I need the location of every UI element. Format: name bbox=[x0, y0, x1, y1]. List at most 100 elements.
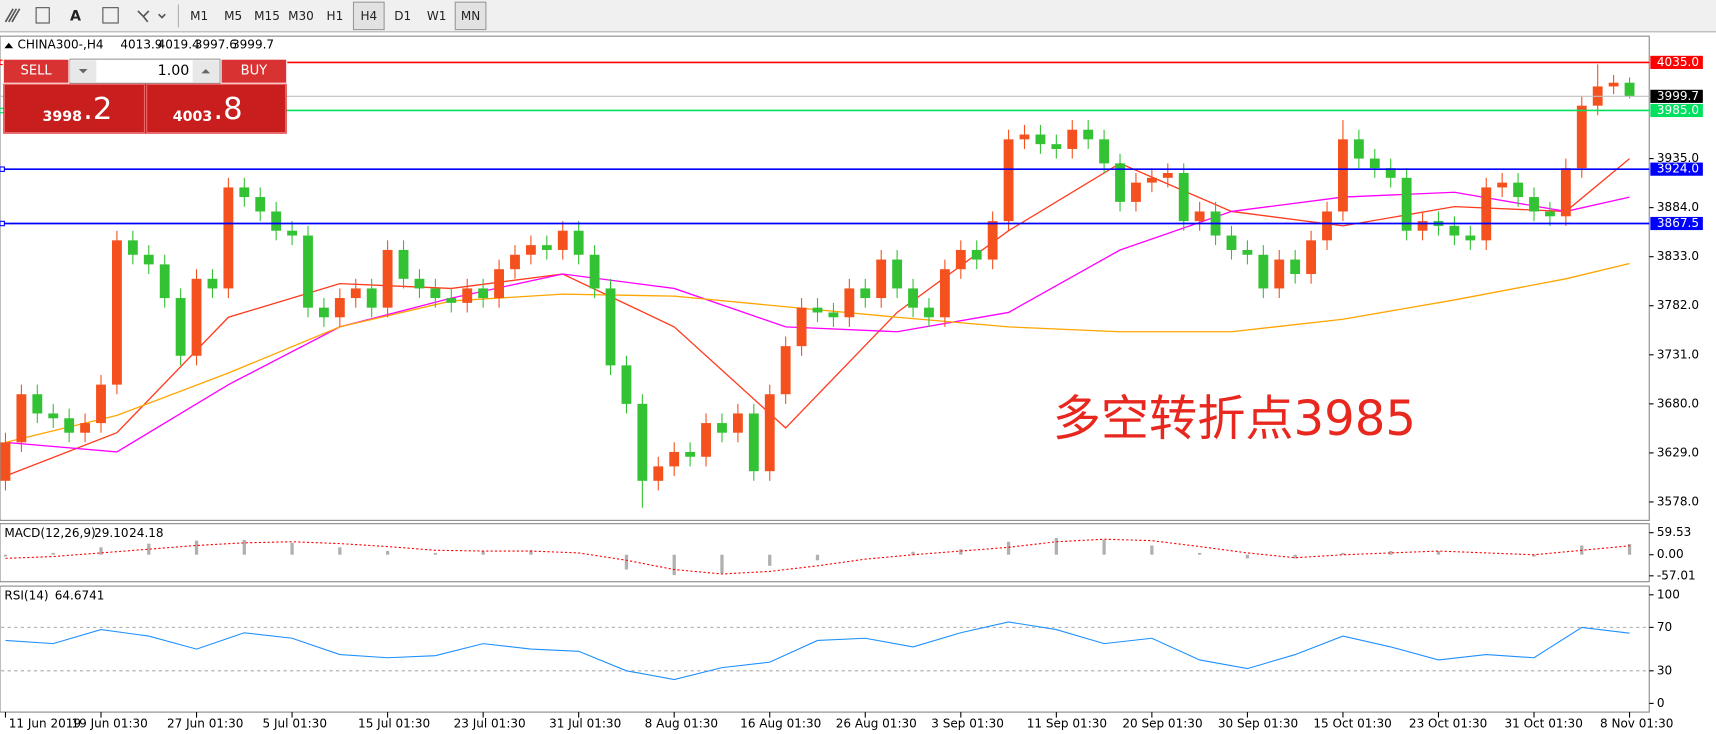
candle-body bbox=[1274, 259, 1285, 289]
candle-body bbox=[860, 288, 871, 299]
candle-body bbox=[478, 288, 489, 299]
timeframe-button[interactable]: H4 bbox=[360, 9, 377, 23]
x-tick-label: 23 Jul 01:30 bbox=[454, 717, 526, 731]
icon-text[interactable] bbox=[102, 7, 119, 24]
header-high: 4019.4 bbox=[158, 37, 200, 51]
candle-body bbox=[653, 466, 664, 481]
timeframe-button[interactable]: M15 bbox=[254, 9, 280, 23]
candle-body bbox=[414, 278, 425, 289]
timeframe-button[interactable]: H1 bbox=[327, 9, 344, 23]
x-tick-label: 16 Aug 01:30 bbox=[740, 717, 821, 731]
icon-arrows[interactable] bbox=[137, 10, 166, 23]
timeframe-button[interactable]: M30 bbox=[288, 9, 314, 23]
candle-body bbox=[892, 259, 903, 289]
candle-body bbox=[1529, 197, 1539, 212]
candle-body bbox=[303, 235, 313, 308]
timeframe-button[interactable]: MN bbox=[461, 9, 480, 23]
candle-body bbox=[1545, 211, 1555, 217]
candle-body bbox=[621, 365, 632, 404]
candle-body bbox=[32, 394, 43, 414]
x-tick-label: 15 Jul 01:30 bbox=[358, 717, 430, 731]
candle-body bbox=[669, 451, 680, 467]
candle-body bbox=[159, 264, 170, 299]
candle-body bbox=[589, 254, 600, 289]
current-price-tag bbox=[1650, 89, 1703, 103]
candle-body bbox=[48, 413, 59, 419]
level-handle bbox=[0, 166, 5, 172]
timeframe-button[interactable]: M5 bbox=[224, 9, 242, 23]
candle-body bbox=[732, 413, 743, 433]
candle-body bbox=[1338, 139, 1348, 212]
candle-body bbox=[748, 413, 759, 472]
candle-body bbox=[398, 249, 409, 279]
candle-body bbox=[1560, 168, 1571, 217]
level-tag bbox=[1650, 162, 1703, 176]
candle-body bbox=[318, 307, 329, 318]
timeframe-button[interactable]: M1 bbox=[190, 9, 208, 23]
x-tick-label: 23 Oct 01:30 bbox=[1409, 717, 1487, 731]
y-tick-label: 3884.0 bbox=[1657, 200, 1699, 214]
candle-body bbox=[1306, 240, 1317, 275]
x-tick-label: 31 Oct 01:30 bbox=[1504, 717, 1582, 731]
y-tick-label: 3578.0 bbox=[1657, 494, 1699, 508]
candle-body bbox=[1178, 173, 1189, 222]
current-price-label: 3999.7 bbox=[1657, 89, 1699, 103]
header-low: 3997.6 bbox=[195, 37, 237, 51]
candle-body bbox=[382, 249, 393, 308]
toolbar bbox=[0, 0, 1716, 32]
lot-up-arrow bbox=[201, 69, 211, 74]
y-tick-label: 3629.0 bbox=[1657, 445, 1699, 459]
x-tick-label: 11 Sep 01:30 bbox=[1027, 717, 1107, 731]
sell-price-box[interactable] bbox=[3, 83, 146, 134]
buy-button[interactable] bbox=[220, 58, 288, 84]
collapse-arrow[interactable] bbox=[4, 42, 14, 49]
macd-name: MACD(12,26,9) bbox=[4, 526, 95, 540]
macd-y-tick-label: -57.01 bbox=[1657, 568, 1696, 582]
candle-body bbox=[271, 211, 282, 231]
candle-body bbox=[80, 423, 91, 433]
macd-y-tick-label: 0.00 bbox=[1657, 547, 1684, 561]
level-handle bbox=[0, 220, 5, 227]
x-tick-label: 30 Sep 01:30 bbox=[1218, 717, 1298, 731]
candle-body bbox=[1194, 211, 1205, 222]
rsi-y-tick-label: 0 bbox=[1657, 696, 1665, 710]
x-tick-label: 5 Jul 01:30 bbox=[263, 717, 327, 731]
buy-price-box[interactable] bbox=[146, 83, 287, 134]
candle-body bbox=[1242, 249, 1253, 255]
y-tick-label: 3935.0 bbox=[1657, 151, 1699, 165]
candle-body bbox=[1449, 225, 1460, 236]
icon-fibo[interactable] bbox=[35, 7, 50, 24]
timeframe-button[interactable]: W1 bbox=[427, 9, 447, 23]
candle-body bbox=[525, 245, 536, 255]
candle-body bbox=[971, 249, 982, 260]
sell-button[interactable] bbox=[2, 58, 70, 84]
trade-panel: SELL BUY 1.00 3998 .2 4003 .8 bbox=[2, 58, 288, 134]
candle-body bbox=[939, 269, 950, 318]
x-tick-label: 19 Jun 01:30 bbox=[71, 717, 147, 731]
candle-body bbox=[239, 187, 250, 198]
candle-body bbox=[1608, 82, 1619, 87]
icon-lines[interactable] bbox=[4, 8, 21, 23]
annotation: 多空转折点3985 bbox=[1053, 391, 1416, 447]
timeframe-button[interactable]: D1 bbox=[394, 9, 411, 23]
timeframe-active bbox=[454, 1, 487, 31]
x-tick-label: 8 Nov 01:30 bbox=[1600, 717, 1673, 731]
macd-signal bbox=[5, 538, 1630, 575]
buy-price-main: 4003 bbox=[173, 109, 213, 125]
candle-body bbox=[1385, 168, 1396, 178]
level-label: 3985.0 bbox=[1657, 103, 1699, 117]
toolbar-icons: A bbox=[4, 4, 179, 28]
candle-body bbox=[1481, 187, 1492, 241]
candle-body bbox=[1131, 182, 1141, 202]
candle-body bbox=[1099, 139, 1110, 164]
candle-body bbox=[446, 298, 457, 303]
y-tick-label: 3833.0 bbox=[1657, 249, 1699, 263]
candle-body bbox=[255, 197, 266, 212]
icon-font[interactable]: A bbox=[70, 8, 81, 24]
rsi-panel bbox=[0, 585, 1650, 713]
moving-average bbox=[5, 262, 1630, 444]
level-tag bbox=[1650, 55, 1703, 69]
candle-body bbox=[1513, 182, 1524, 198]
lot-down-arrow bbox=[78, 69, 88, 74]
candle-body bbox=[1035, 134, 1046, 145]
